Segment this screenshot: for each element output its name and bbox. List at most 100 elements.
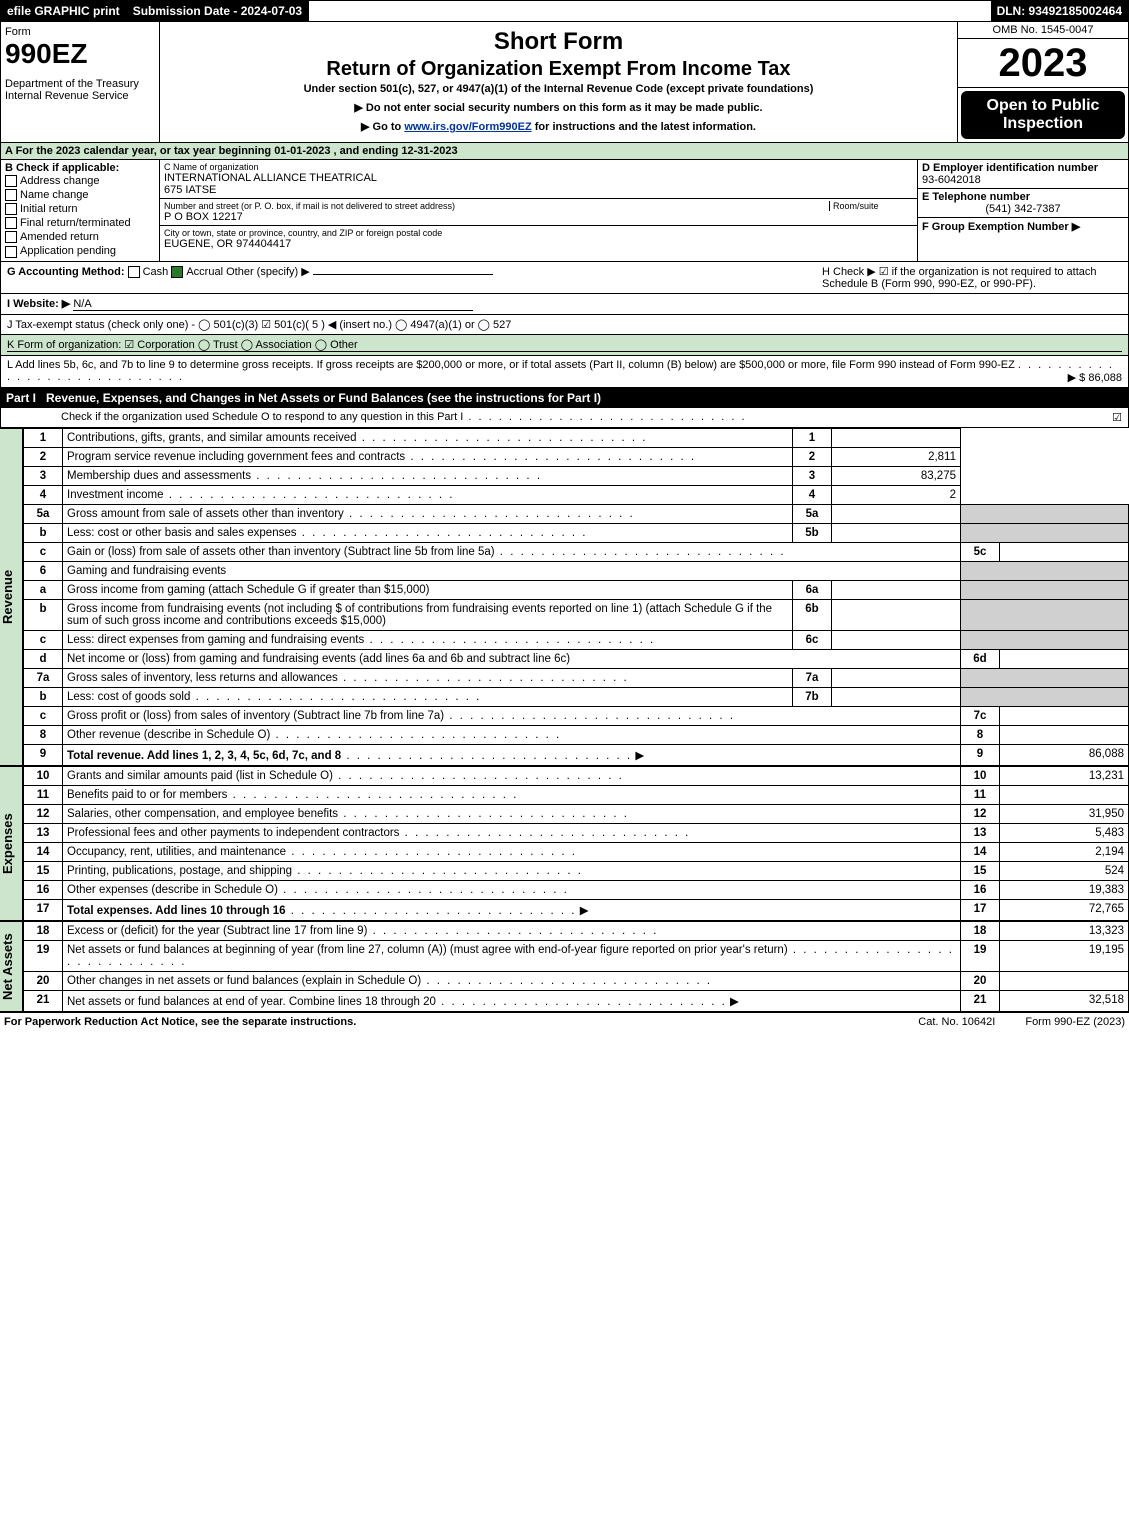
line-15: 15Printing, publications, postage, and s… <box>24 861 1129 880</box>
subtitle: Under section 501(c), 527, or 4947(a)(1)… <box>170 83 947 95</box>
line-2: 2Program service revenue including gover… <box>24 447 1129 466</box>
po-box: P O BOX 12217 <box>164 211 913 223</box>
gross-receipts: ▶ $ 86,088 <box>1068 371 1122 384</box>
form-header: Form 990EZ Department of the Treasury In… <box>0 22 1129 143</box>
revenue-side-label: Revenue <box>0 428 23 766</box>
line-9: 9Total revenue. Add lines 1, 2, 3, 4, 5c… <box>24 744 1129 765</box>
line-18: 18Excess or (deficit) for the year (Subt… <box>24 921 1129 940</box>
chk-name-change[interactable]: Name change <box>5 188 155 202</box>
title-short-form: Short Form <box>170 28 947 56</box>
org-name-1: INTERNATIONAL ALLIANCE THEATRICAL <box>164 172 913 184</box>
line-16: 16Other expenses (describe in Schedule O… <box>24 880 1129 899</box>
line-10: 10Grants and similar amounts paid (list … <box>24 766 1129 785</box>
line-6a: aGross income from gaming (attach Schedu… <box>24 580 1129 599</box>
line-13: 13Professional fees and other payments t… <box>24 823 1129 842</box>
line-7b: bLess: cost of goods sold7b <box>24 687 1129 706</box>
ein-value: 93-6042018 <box>922 174 981 186</box>
line-6b: bGross income from fundraising events (n… <box>24 599 1129 630</box>
expenses-table: 10Grants and similar amounts paid (list … <box>23 766 1129 921</box>
submission-date: Submission Date - 2024-07-03 <box>127 1 309 21</box>
line-4: 4Investment income42 <box>24 485 1129 504</box>
line-5c: cGain or (loss) from sale of assets othe… <box>24 542 1129 561</box>
group-exemption-cell: F Group Exemption Number ▶ <box>918 218 1128 235</box>
line-6d: dNet income or (loss) from gaming and fu… <box>24 649 1129 668</box>
form-id-footer: Form 990-EZ (2023) <box>1025 1016 1125 1028</box>
header-left: Form 990EZ Department of the Treasury In… <box>1 22 160 142</box>
line-21: 21Net assets or fund balances at end of … <box>24 990 1129 1011</box>
ssn-warning: ▶ Do not enter social security numbers o… <box>170 101 947 114</box>
room-suite-label: Room/suite <box>829 201 913 211</box>
addr-cell: Number and street (or P. O. box, if mail… <box>160 199 917 226</box>
page-footer: For Paperwork Reduction Act Notice, see … <box>0 1012 1129 1031</box>
line-11: 11Benefits paid to or for members11 <box>24 785 1129 804</box>
row-gh: G Accounting Method: Cash Accrual Other … <box>0 262 1129 294</box>
header-mid: Short Form Return of Organization Exempt… <box>160 22 957 142</box>
line-7c: cGross profit or (loss) from sales of in… <box>24 706 1129 725</box>
netassets-section: Net Assets 18Excess or (deficit) for the… <box>0 921 1129 1012</box>
paperwork-notice: For Paperwork Reduction Act Notice, see … <box>4 1016 888 1028</box>
accounting-method: G Accounting Method: Cash Accrual Other … <box>7 265 822 278</box>
line-1: 1Contributions, gifts, grants, and simil… <box>24 428 1129 447</box>
chk-address-change[interactable]: Address change <box>5 174 155 188</box>
line-20: 20Other changes in net assets or fund ba… <box>24 971 1129 990</box>
chk-initial-return[interactable]: Initial return <box>5 202 155 216</box>
revenue-table: 1Contributions, gifts, grants, and simil… <box>23 428 1129 766</box>
chk-final-return[interactable]: Final return/terminated <box>5 216 155 230</box>
form-word: Form <box>5 26 155 38</box>
line-3: 3Membership dues and assessments383,275 <box>24 466 1129 485</box>
line-5a: 5aGross amount from sale of assets other… <box>24 504 1129 523</box>
omb-number: OMB No. 1545-0047 <box>958 22 1128 39</box>
revenue-section: Revenue 1Contributions, gifts, grants, a… <box>0 428 1129 766</box>
efile-label[interactable]: efile GRAPHIC print <box>1 1 127 21</box>
row-l: L Add lines 5b, 6c, and 7b to line 9 to … <box>0 356 1129 388</box>
city-state-zip: EUGENE, OR 974404417 <box>164 238 913 250</box>
h-schedule-b: H Check ▶ ☑ if the organization is not r… <box>822 265 1122 290</box>
col-c: C Name of organization INTERNATIONAL ALL… <box>160 160 918 261</box>
tax-year: 2023 <box>958 39 1128 88</box>
line-19: 19Net assets or fund balances at beginni… <box>24 940 1129 971</box>
col-def: D Employer identification number 93-6042… <box>918 160 1128 261</box>
line-14: 14Occupancy, rent, utilities, and mainte… <box>24 842 1129 861</box>
line-5b: bLess: cost or other basis and sales exp… <box>24 523 1129 542</box>
line-17: 17Total expenses. Add lines 10 through 1… <box>24 899 1129 920</box>
netassets-table: 18Excess or (deficit) for the year (Subt… <box>23 921 1129 1012</box>
title-return: Return of Organization Exempt From Incom… <box>170 58 947 81</box>
netassets-side-label: Net Assets <box>0 921 23 1012</box>
dept-treasury: Department of the Treasury <box>5 78 155 90</box>
chk-accrual[interactable] <box>171 266 183 278</box>
block-bcdef: B Check if applicable: Address change Na… <box>0 160 1129 262</box>
row-j: J Tax-exempt status (check only one) - ◯… <box>0 315 1129 335</box>
chk-application-pending[interactable]: Application pending <box>5 244 155 258</box>
row-k: K Form of organization: ☑ Corporation ◯ … <box>0 335 1129 356</box>
irs-link[interactable]: www.irs.gov/Form990EZ <box>404 121 531 133</box>
line-12: 12Salaries, other compensation, and empl… <box>24 804 1129 823</box>
org-name-2: 675 IATSE <box>164 184 913 196</box>
phone-value: (541) 342-7387 <box>922 203 1124 215</box>
line-8: 8Other revenue (describe in Schedule O)8 <box>24 725 1129 744</box>
line-6: 6Gaming and fundraising events <box>24 561 1129 580</box>
part1-check-line: Check if the organization used Schedule … <box>0 408 1129 428</box>
chk-cash[interactable] <box>128 266 140 278</box>
catalog-number: Cat. No. 10642I <box>918 1016 995 1028</box>
part1-checked[interactable]: ☑ <box>1092 411 1122 424</box>
col-b-title: B Check if applicable: <box>5 162 119 174</box>
col-b: B Check if applicable: Address change Na… <box>1 160 160 261</box>
header-right: OMB No. 1545-0047 2023 Open to Public In… <box>957 22 1128 142</box>
dln: DLN: 93492185002464 <box>991 1 1128 21</box>
irs-label: Internal Revenue Service <box>5 90 155 102</box>
org-name-cell: C Name of organization INTERNATIONAL ALL… <box>160 160 917 199</box>
top-bar: efile GRAPHIC print Submission Date - 20… <box>0 0 1129 22</box>
expenses-side-label: Expenses <box>0 766 23 921</box>
row-a-tax-year: A For the 2023 calendar year, or tax yea… <box>0 143 1129 160</box>
open-to-public: Open to Public Inspection <box>961 91 1125 139</box>
part1-header: Part I Revenue, Expenses, and Changes in… <box>0 388 1129 408</box>
ein-cell: D Employer identification number 93-6042… <box>918 160 1128 189</box>
line-7a: 7aGross sales of inventory, less returns… <box>24 668 1129 687</box>
row-i: I Website: ▶ N/A <box>0 294 1129 315</box>
form-number: 990EZ <box>5 38 155 70</box>
city-cell: City or town, state or province, country… <box>160 226 917 252</box>
chk-amended-return[interactable]: Amended return <box>5 230 155 244</box>
line-6c: cLess: direct expenses from gaming and f… <box>24 630 1129 649</box>
phone-cell: E Telephone number (541) 342-7387 <box>918 189 1128 218</box>
expenses-section: Expenses 10Grants and similar amounts pa… <box>0 766 1129 921</box>
